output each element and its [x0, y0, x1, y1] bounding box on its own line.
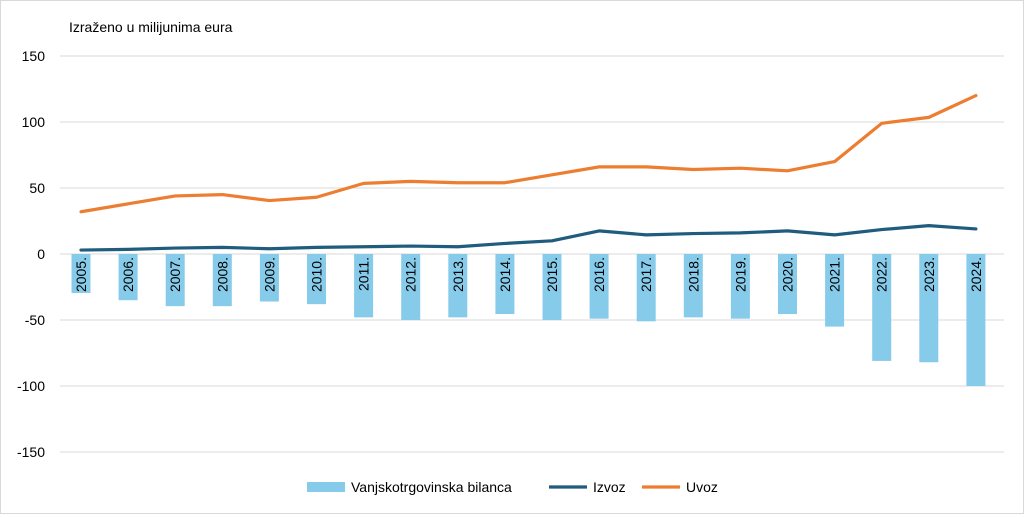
x-tick-label: 2019. [732, 257, 748, 292]
x-tick-label: 2023. [921, 257, 937, 292]
legend-swatch [307, 482, 345, 492]
x-tick-label: 2018. [685, 257, 701, 292]
y-tick-label: -100 [17, 378, 45, 394]
line-uvoz [81, 96, 976, 212]
y-tick-label: 100 [22, 114, 46, 130]
y-tick-label: -150 [17, 444, 45, 460]
legend-label: Izvoz [593, 479, 626, 495]
y-axis-ticks: 150 100 50 0 -50 -100 -150 [17, 48, 45, 460]
x-tick-label: 2007. [167, 257, 183, 292]
y-tick-label: 0 [37, 246, 45, 262]
x-tick-label: 2014. [497, 257, 513, 292]
legend-item: Izvoz [549, 479, 626, 495]
x-tick-label: 2022. [874, 257, 890, 292]
x-tick-label: 2005. [73, 257, 89, 292]
x-tick-label: 2016. [591, 257, 607, 292]
x-tick-label: 2015. [544, 257, 560, 292]
y-tick-label: -50 [25, 312, 45, 328]
chart-subtitle: Izraženo u milijunima eura [69, 19, 233, 35]
x-tick-label: 2024. [968, 257, 984, 292]
x-tick-label: 2011. [356, 257, 372, 291]
x-tick-label: 2017. [638, 257, 654, 292]
legend-label: Uvoz [686, 479, 718, 495]
line-izvoz [81, 226, 976, 250]
x-tick-label: 2010. [309, 257, 325, 292]
x-tick-label: 2013. [450, 257, 466, 292]
x-tick-label: 2009. [261, 257, 277, 292]
legend-item: Vanjskotrgovinska bilanca [307, 479, 512, 495]
legend: Vanjskotrgovinska bilanca Izvoz Uvoz [307, 479, 718, 495]
x-tick-label: 2020. [780, 257, 796, 292]
line-series [81, 96, 976, 251]
x-tick-label: 2008. [214, 257, 230, 292]
x-tick-label: 2021. [827, 257, 843, 292]
legend-label: Vanjskotrgovinska bilanca [351, 479, 512, 495]
legend-item: Uvoz [642, 479, 718, 495]
y-tick-label: 150 [22, 48, 46, 64]
x-tick-label: 2012. [403, 257, 419, 292]
x-tick-label: 2006. [120, 257, 136, 292]
gridlines [60, 56, 1004, 452]
x-axis-labels: 2005. 2006. 2007. 2008. 2009. 2010. 2011. 2012.… [73, 257, 984, 292]
y-tick-label: 50 [29, 180, 45, 196]
